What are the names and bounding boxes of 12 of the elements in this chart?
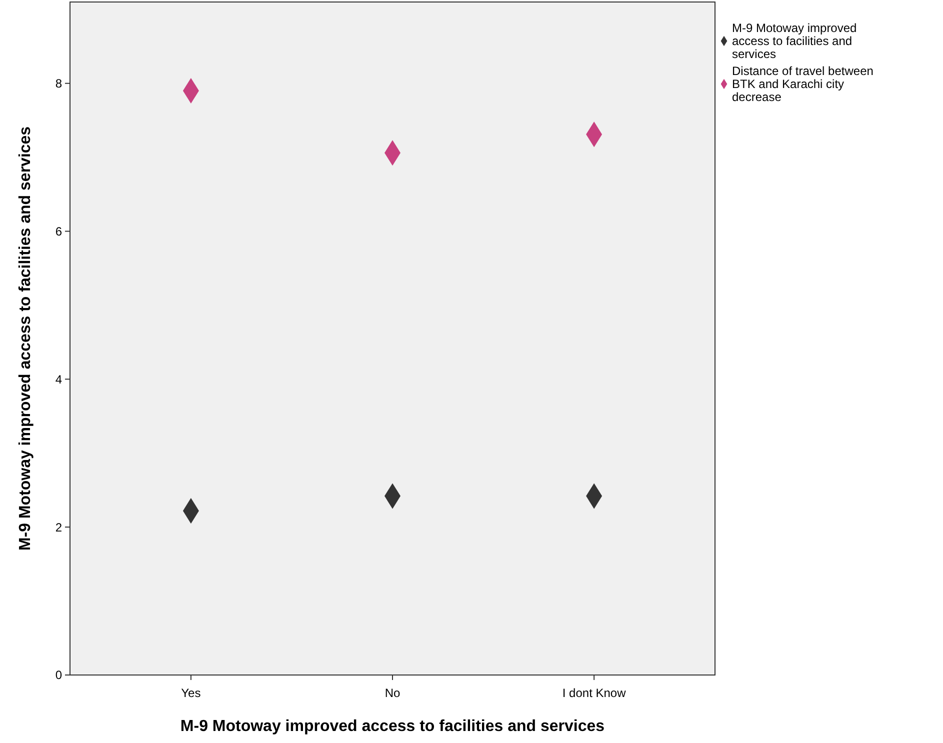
- x-tick-label: Yes: [181, 686, 201, 700]
- y-tick-label: 6: [55, 224, 62, 238]
- x-axis-title: M-9 Motoway improved access to facilities and services: [180, 718, 605, 735]
- x-tick-label: No: [384, 686, 400, 700]
- legend-label: Distance of travel between BTK and Karachi city decrease: [732, 64, 874, 104]
- y-tick-label: 2: [55, 520, 62, 534]
- y-axis-title: M-9 Motoway improved access to facilities and services: [17, 126, 34, 551]
- legend-label: M-9 Motoway improved access to facilities and services: [732, 21, 857, 61]
- y-tick-label: 0: [55, 668, 62, 682]
- y-tick-label: 4: [55, 372, 62, 386]
- x-tick-label: I dont Know: [562, 686, 626, 700]
- y-tick-label: 8: [55, 76, 62, 91]
